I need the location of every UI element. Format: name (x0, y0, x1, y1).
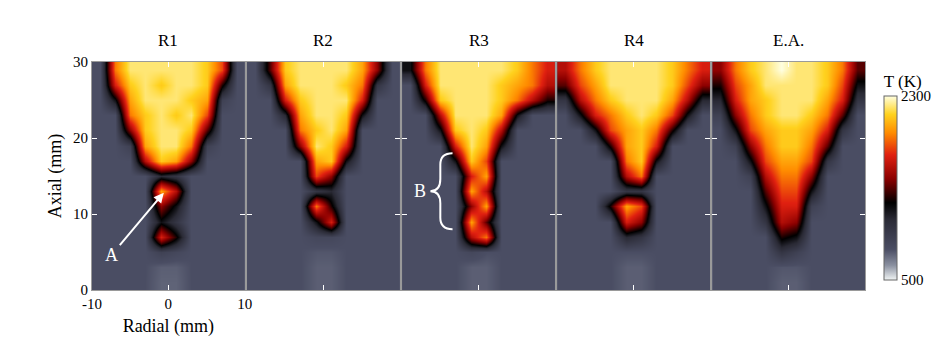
svg-text:R2: R2 (313, 31, 333, 50)
svg-text:10: 10 (73, 206, 88, 222)
svg-text:Radial (mm): Radial (mm) (123, 316, 214, 337)
svg-text:500: 500 (901, 272, 924, 288)
svg-text:R1: R1 (158, 31, 178, 50)
svg-text:Axial (mm): Axial (mm) (45, 134, 66, 218)
svg-text:A: A (105, 245, 118, 265)
svg-text:-10: -10 (82, 296, 102, 312)
svg-text:T (K): T (K) (884, 72, 922, 91)
svg-text:20: 20 (73, 130, 88, 146)
svg-text:R3: R3 (469, 31, 489, 50)
svg-text:10: 10 (237, 296, 252, 312)
svg-text:30: 30 (73, 54, 88, 70)
svg-text:0: 0 (81, 282, 89, 298)
svg-text:E.A.: E.A. (773, 31, 804, 50)
svg-text:2300: 2300 (901, 88, 931, 104)
svg-text:B: B (414, 181, 426, 201)
svg-text:R4: R4 (624, 31, 644, 50)
svg-text:0: 0 (165, 296, 173, 312)
